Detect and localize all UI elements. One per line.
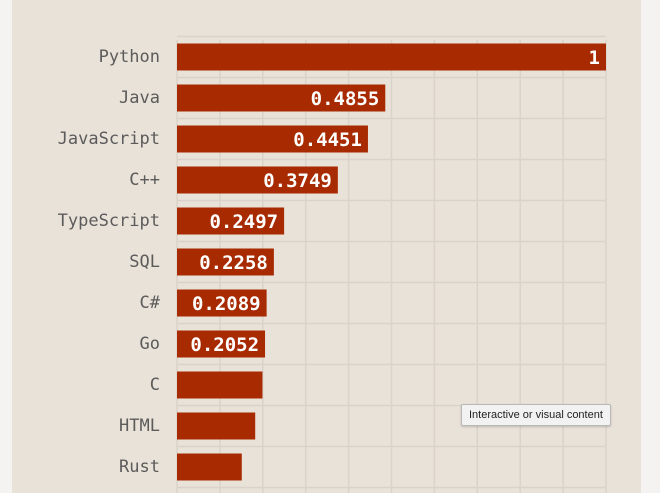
bar-c- <box>177 166 338 194</box>
bar-c- <box>177 289 267 317</box>
category-labels: Python Java JavaScript C++ TypeScript SQL C# Go… <box>58 47 161 477</box>
bar-rust <box>177 453 242 481</box>
category-label: Python <box>99 47 160 67</box>
bar-c <box>177 371 263 399</box>
category-label: Java <box>119 88 160 108</box>
category-label: C++ <box>129 170 160 190</box>
category-label: C <box>150 375 160 395</box>
bar-typescript <box>177 207 285 235</box>
category-label: TypeScript <box>58 211 160 231</box>
data-label: 0.3749 <box>263 170 332 192</box>
data-label: 0.4855 <box>311 88 380 110</box>
category-label: Rust <box>119 457 160 477</box>
category-label: SQL <box>129 252 160 272</box>
data-label: 0.2497 <box>209 211 278 233</box>
bar-java <box>177 84 386 112</box>
tooltip: Interactive or visual content <box>461 404 611 426</box>
category-label: JavaScript <box>58 129 160 149</box>
data-label: 0.2258 <box>199 252 268 274</box>
bar-python <box>177 43 606 71</box>
category-label: HTML <box>119 416 160 436</box>
data-labels: 1 0.4855 0.4451 0.3749 0.2497 0.2258 0.2089 0.2… <box>190 47 600 356</box>
bar-html <box>177 412 256 440</box>
data-label: 0.2052 <box>190 334 259 356</box>
data-label: 0.4451 <box>293 129 362 151</box>
bars <box>177 43 606 481</box>
data-label: 0.2089 <box>192 293 261 315</box>
data-label: 1 <box>589 47 600 69</box>
bar-go <box>177 330 266 358</box>
bar-sql <box>177 248 274 276</box>
category-label: Go <box>140 334 160 354</box>
bar-javascript <box>177 125 368 153</box>
category-label: C# <box>140 293 161 313</box>
